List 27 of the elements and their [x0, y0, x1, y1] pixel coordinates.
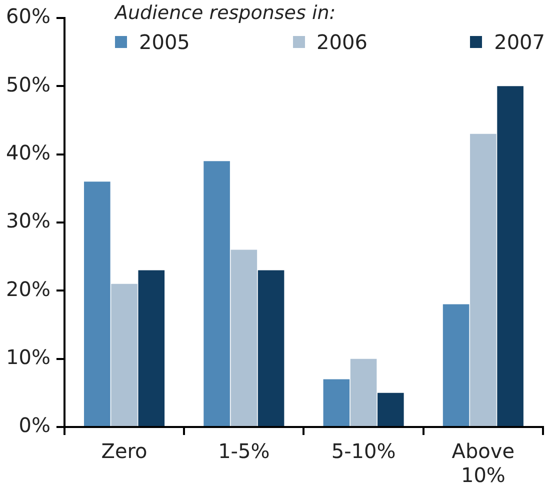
bar	[378, 392, 404, 426]
bar	[323, 379, 350, 426]
bar	[138, 270, 165, 426]
bar	[258, 270, 284, 426]
x-tick-label: Above 10%	[452, 439, 515, 488]
bar	[230, 250, 258, 426]
legend-title: Audience responses in:	[115, 2, 337, 24]
y-tick-label: 40%	[6, 140, 50, 165]
y-tick-label: 30%	[6, 208, 50, 233]
bar	[111, 284, 138, 426]
y-tick-label: 60%	[6, 4, 50, 28]
x-tick-label: Zero	[101, 439, 148, 464]
bar	[204, 161, 230, 426]
legend-label: 2005	[139, 30, 190, 54]
bar	[497, 86, 524, 426]
y-tick-label: 10%	[6, 345, 50, 370]
legend-label: 2007	[494, 30, 545, 54]
bar	[442, 304, 470, 426]
x-tick-label: 1-5%	[218, 439, 270, 464]
bar	[470, 134, 496, 426]
y-tick-label: 0%	[18, 413, 50, 438]
y-tick-label: 20%	[6, 276, 50, 301]
bar	[84, 182, 110, 426]
bar	[350, 358, 377, 426]
y-tick-label: 50%	[6, 72, 50, 96]
legend-label: 2006	[316, 30, 368, 54]
x-tick-label: 5-10%	[331, 439, 396, 464]
